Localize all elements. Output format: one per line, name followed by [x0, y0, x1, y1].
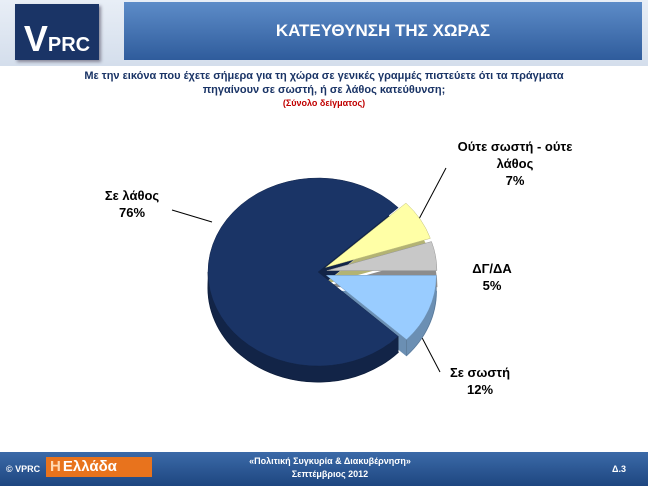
- question: Με την εικόνα που έχετε σήμερα για τη χώ…: [84, 70, 564, 96]
- slice-label: ΔΓ/ΔΑ 5%: [452, 260, 532, 294]
- pie-tops: [207, 177, 438, 367]
- brand-logo: Η Ελλάδα: [46, 457, 152, 477]
- logo: VPRC: [15, 4, 99, 60]
- slice-label: Σε σωστή 12%: [430, 364, 530, 398]
- value-label: 12%: [466, 382, 494, 397]
- subtitle: (Σύνολο δείγματος): [282, 98, 366, 108]
- page-number: Δ.3: [612, 464, 626, 474]
- slide-title: ΚΑΤΕΥΘΥΝΣΗ ΤΗΣ ΧΩΡΑΣ: [124, 2, 642, 60]
- project: «Πολιτική Συγκυρία & Διακυβέρνηση»: [249, 456, 411, 466]
- value-label: 5%: [482, 278, 502, 293]
- value-label: 7%: [505, 173, 525, 188]
- pie-slice: [325, 202, 431, 268]
- leader-line: [171, 209, 213, 223]
- brand: Ελλάδα: [62, 458, 117, 475]
- date: Σεπτέμβριος 2012: [291, 469, 369, 479]
- value-label: 76%: [118, 205, 146, 220]
- slice-label: Ούτε σωστή - ούτε λάθος 7%: [440, 138, 590, 189]
- header: VPRC ΚΑΤΕΥΘΥΝΣΗ ΤΗΣ ΧΩΡΑΣ: [0, 0, 648, 66]
- brand-prefix: Η: [50, 458, 61, 475]
- pie-slice: [326, 241, 438, 271]
- copyright: © VPRC: [6, 464, 41, 474]
- pie-slice: [325, 275, 437, 340]
- pie-slice: [207, 177, 399, 367]
- footer: © VPRC Η Ελλάδα «Πολιτική Συγκυρία & Διακ…: [0, 452, 648, 486]
- slice-label: Σε λάθος 76%: [90, 187, 174, 221]
